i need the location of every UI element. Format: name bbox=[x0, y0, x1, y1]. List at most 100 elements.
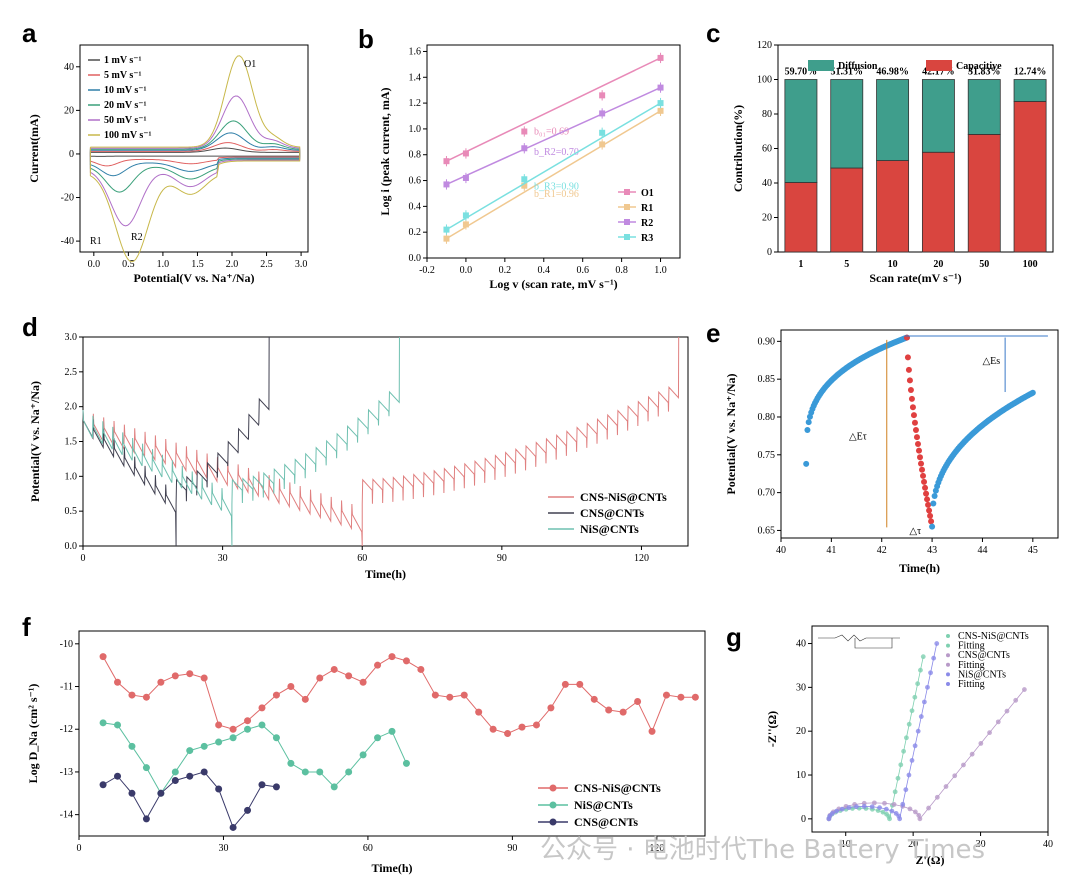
x-axis-title: Time(h) bbox=[365, 567, 406, 581]
data-point bbox=[931, 655, 937, 661]
y-tick-label: 0.6 bbox=[409, 176, 422, 187]
plots-group: 0.0 0.5 1.0 1.5 2.0 2.5 3.0 -40 -20 0 20 40 Potentia… bbox=[26, 40, 1059, 875]
data-point bbox=[906, 377, 913, 384]
data-point bbox=[272, 691, 280, 699]
data-point bbox=[244, 725, 252, 733]
data-point bbox=[462, 150, 469, 157]
legend-label: R2 bbox=[641, 218, 653, 229]
y-tick-label: 0.85 bbox=[758, 374, 776, 385]
x-tick-label: 5 bbox=[844, 259, 849, 270]
data-point bbox=[1022, 687, 1027, 692]
data-point bbox=[912, 427, 919, 434]
panel-label-b: b bbox=[358, 24, 374, 54]
annotation-delta-e-tau: △Eτ bbox=[849, 432, 867, 443]
data-point bbox=[925, 501, 932, 508]
legend-label: CNS-NiS@CNTs bbox=[958, 631, 1029, 642]
data-point bbox=[345, 768, 353, 776]
data-point bbox=[925, 684, 930, 690]
legend-label: 10 mV s⁻¹ bbox=[104, 85, 147, 96]
chart-c: 0 20 40 60 80 100 120 59.70% 1 51.31% 5 46.98% 10 42.… bbox=[731, 40, 1054, 285]
y-tick-label: -10 bbox=[60, 639, 73, 650]
data-point bbox=[900, 801, 906, 807]
data-point bbox=[114, 678, 122, 686]
bar-capacitive bbox=[1013, 101, 1047, 253]
legend-marker bbox=[946, 653, 950, 658]
data-point bbox=[590, 695, 598, 703]
watermark-text: 公众号 · 电池时代The Battery Times bbox=[540, 835, 985, 865]
data-point bbox=[504, 730, 512, 737]
annotation-delta-es: △Es bbox=[982, 356, 1000, 367]
x-tick-label: 90 bbox=[507, 843, 517, 854]
data-point bbox=[114, 721, 122, 729]
y-axis-title: Contribution(%) bbox=[731, 105, 745, 192]
y-tick-label: 0.5 bbox=[65, 506, 78, 517]
data-point bbox=[489, 725, 497, 733]
data-point bbox=[619, 708, 627, 716]
data-point bbox=[897, 816, 903, 822]
y-tick-label: 40 bbox=[762, 178, 772, 189]
data-point bbox=[215, 738, 223, 746]
y-tick-label: 2.0 bbox=[65, 402, 78, 413]
data-point bbox=[803, 460, 810, 467]
data-point bbox=[142, 815, 150, 823]
bar-diffusion bbox=[967, 79, 1001, 135]
data-point bbox=[287, 683, 295, 691]
data-point bbox=[908, 395, 915, 402]
data-point bbox=[215, 785, 223, 793]
y-tick-label: -20 bbox=[61, 193, 74, 204]
data-point bbox=[99, 781, 107, 789]
data-point bbox=[272, 734, 280, 742]
chart-e: 40 41 42 43 44 45 0.65 0.70 0.75 0.80 0.85 0.90 Time… bbox=[724, 329, 1059, 575]
x-tick-label: 43 bbox=[927, 545, 937, 556]
data-point bbox=[244, 806, 252, 814]
x-tick-label: 90 bbox=[497, 553, 507, 564]
data-point bbox=[521, 128, 528, 135]
legend-label: NiS@CNTs bbox=[574, 798, 633, 812]
data-point bbox=[924, 496, 931, 503]
panel-label-d: d bbox=[22, 312, 38, 342]
plot-frame-c bbox=[777, 44, 1054, 253]
legend-label: CNS@CNTs bbox=[580, 506, 644, 520]
data-point bbox=[921, 699, 927, 705]
x-tick-label: 120 bbox=[634, 553, 649, 564]
data-point bbox=[657, 84, 664, 91]
data-point bbox=[229, 823, 237, 831]
data-point bbox=[906, 772, 912, 778]
data-point bbox=[912, 694, 918, 700]
fit-slope-label: b₀₁=0.69 bbox=[534, 126, 569, 137]
data-point bbox=[443, 181, 450, 188]
legend-marker bbox=[624, 219, 630, 225]
data-point bbox=[869, 804, 875, 810]
data-point bbox=[918, 667, 923, 673]
legend-label: R3 bbox=[641, 233, 653, 244]
legend-label: O1 bbox=[641, 188, 654, 199]
data-point bbox=[229, 734, 237, 742]
y-tick-label: 60 bbox=[762, 144, 772, 155]
data-point bbox=[561, 680, 569, 688]
legend-label: NiS@CNTs bbox=[958, 669, 1006, 680]
y-tick-label: 120 bbox=[757, 40, 772, 51]
plot-frame-f bbox=[78, 630, 706, 837]
chart-f: 0 30 60 90 120 -10 -11 -12 -13 -14 Time(h) Log D_Na… bbox=[26, 630, 706, 875]
data-point bbox=[929, 523, 936, 530]
data-point bbox=[443, 158, 450, 165]
data-point bbox=[532, 721, 540, 729]
data-point bbox=[920, 472, 927, 479]
data-point bbox=[978, 741, 984, 746]
y-tick-label: 10 bbox=[796, 770, 806, 781]
x-axis-title: Potential(V vs. Na⁺/Na) bbox=[133, 271, 254, 285]
gitt-curve bbox=[82, 336, 400, 547]
y-axis-title: Potential(V vs. Na⁺/Na) bbox=[28, 381, 42, 502]
data-point bbox=[877, 805, 883, 811]
legend-marker bbox=[624, 204, 630, 210]
data-point bbox=[157, 789, 165, 797]
x-axis-title: Time(h) bbox=[899, 561, 940, 575]
y-tick-label: -13 bbox=[60, 767, 73, 778]
y-tick-label: -40 bbox=[61, 236, 74, 247]
data-point bbox=[244, 717, 252, 725]
data-point bbox=[316, 674, 324, 682]
data-point bbox=[258, 704, 266, 712]
legend-label: Capacitive bbox=[956, 61, 1002, 72]
x-tick-label: 20 bbox=[933, 259, 943, 270]
